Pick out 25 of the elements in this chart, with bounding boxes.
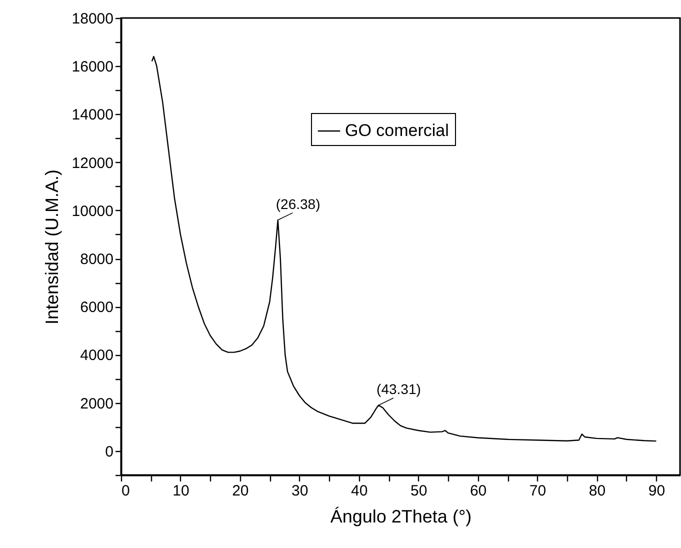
x-tick-label: 10 (172, 482, 190, 500)
y-tick-label: 0 (105, 443, 114, 460)
x-tick-label: 0 (122, 482, 130, 500)
annotation: (43.31) (376, 381, 421, 398)
y-tick-label: 8000 (80, 251, 114, 268)
x-tick-label: 50 (410, 482, 428, 500)
y-tick-label: 2000 (80, 395, 114, 412)
y-tick-label: 14000 (72, 106, 114, 124)
x-tick-label: 60 (470, 482, 487, 500)
x-tick-label: 20 (232, 482, 249, 500)
y-tick-label: 18000 (72, 10, 114, 28)
x-tick-label: 40 (351, 482, 368, 500)
annotation: (26.38) (276, 196, 320, 212)
x-tick-label: 90 (648, 482, 666, 500)
x-axis-title: Ángulo 2Theta (°) (330, 506, 472, 526)
x-tick-label: 30 (292, 482, 308, 500)
y-tick-label: 12000 (72, 154, 114, 172)
y-tick-label: 10000 (72, 202, 114, 220)
y-tick-label: 16000 (72, 58, 114, 76)
y-tick-label: 6000 (80, 299, 114, 316)
y-axis-title: Intensidad (U.M.A.) (42, 169, 62, 325)
legend-label: GO comercial (345, 121, 449, 140)
x-tick-label: 80 (588, 482, 606, 500)
x-tick-label: 70 (529, 482, 546, 500)
y-tick-label: 4000 (80, 347, 114, 364)
